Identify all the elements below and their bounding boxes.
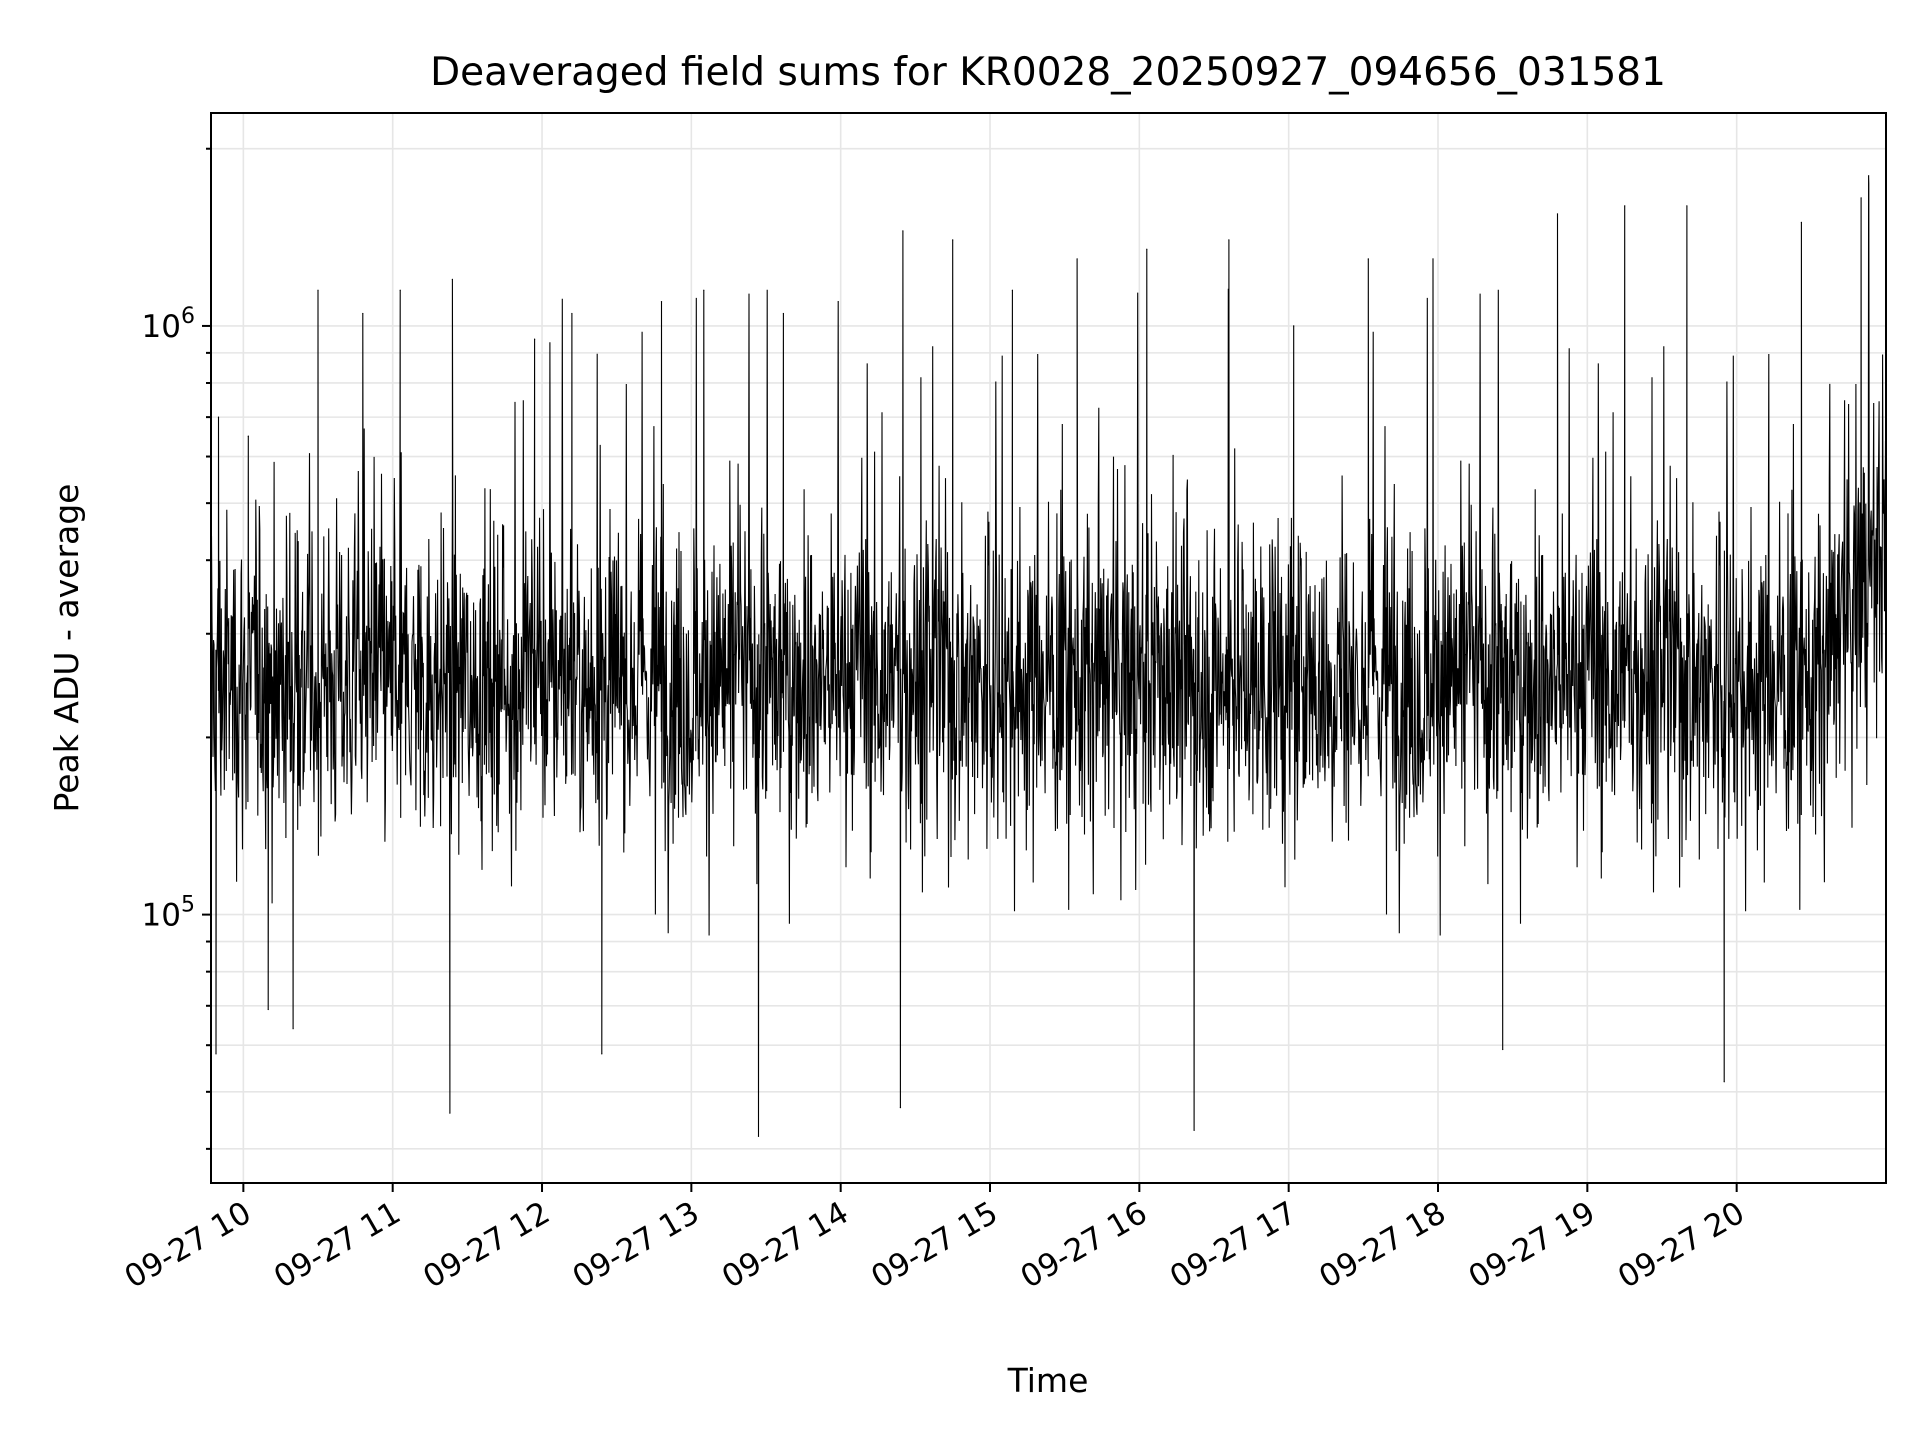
data-point [1686, 205, 1688, 207]
x-tick-label: 09-27 19 [1463, 1195, 1602, 1296]
x-tick-label: 09-27 15 [865, 1195, 1004, 1296]
data-point [534, 338, 536, 340]
data-point [902, 230, 904, 232]
data-point [449, 1112, 451, 1114]
x-tick-label: 09-27 12 [417, 1195, 556, 1296]
x-tick-label: 09-27 18 [1313, 1195, 1452, 1296]
data-point [601, 1053, 603, 1055]
data-point [317, 289, 319, 291]
y-tick-label: 105 [142, 893, 195, 934]
data-point [292, 1028, 294, 1030]
data-point [247, 435, 249, 437]
data-point [1293, 325, 1295, 327]
data-point [757, 1135, 760, 1137]
data-point [952, 239, 954, 241]
x-tick-label: 09-27 16 [1015, 1195, 1154, 1296]
data-point [782, 312, 785, 315]
data-point [1868, 175, 1870, 177]
x-tick-label: 09-27 14 [716, 1195, 855, 1296]
data-point [451, 278, 453, 280]
data-point [660, 301, 663, 303]
x-tick-label: 09-27 17 [1164, 1195, 1303, 1296]
y-axis-label: Peak ADU - average [47, 484, 86, 813]
x-tick-label: 09-27 20 [1612, 1195, 1751, 1296]
data-point [571, 312, 573, 315]
data-point [215, 1053, 217, 1055]
data-point [837, 301, 839, 303]
data-point [1502, 1048, 1504, 1051]
series-layer [210, 175, 1887, 1137]
data-point [1723, 1081, 1725, 1083]
series-line [210, 175, 1887, 1137]
data-point [267, 1008, 269, 1011]
data-point [217, 416, 220, 418]
data-point [1860, 197, 1862, 199]
data-point [1367, 258, 1369, 260]
y-tick-label: 106 [142, 304, 195, 345]
data-point [1556, 213, 1559, 215]
data-point [899, 1107, 902, 1109]
data-point [1800, 221, 1802, 223]
x-axis-label: Time [1007, 1361, 1089, 1400]
data-point [362, 312, 364, 315]
data-point [1432, 258, 1434, 260]
data-point [399, 289, 401, 291]
data-point [1228, 239, 1230, 241]
chart-title: Deaveraged field sums for KR0028_2025092… [430, 50, 1666, 95]
x-tick-label: 09-27 11 [268, 1195, 407, 1296]
x-tick-label: 09-27 10 [119, 1195, 258, 1296]
x-tick-label: 09-27 13 [567, 1195, 706, 1296]
data-point [1011, 289, 1014, 291]
data-point [1193, 1129, 1195, 1131]
data-point [1624, 205, 1626, 207]
data-point [1076, 258, 1078, 260]
data-point [703, 289, 705, 291]
plot-frame [210, 112, 1887, 1184]
data-point [1146, 248, 1148, 250]
